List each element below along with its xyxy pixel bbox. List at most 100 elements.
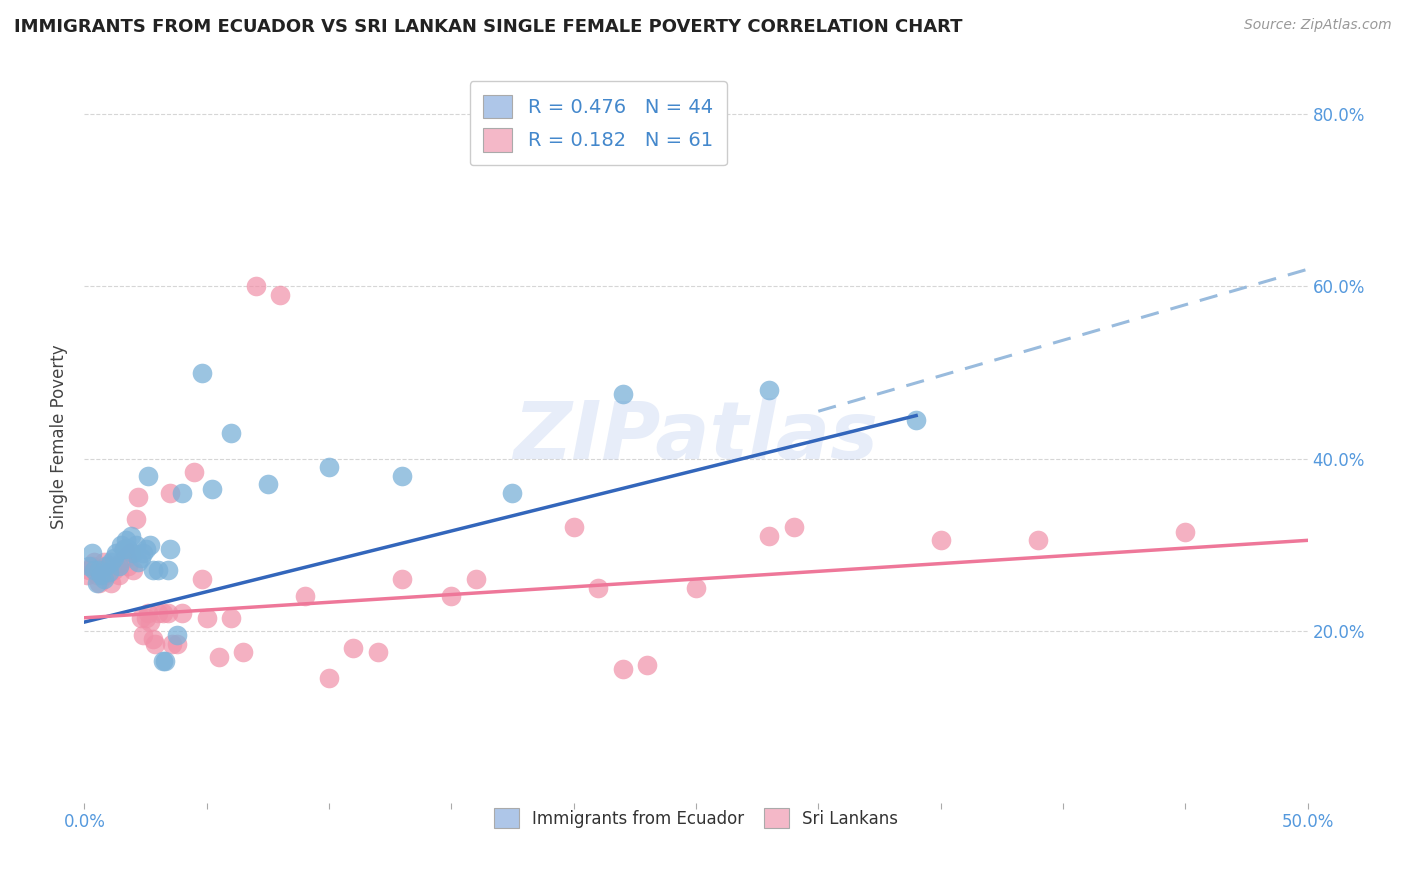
Point — [905, 413, 928, 427]
Point — [1028, 533, 1050, 548]
Point — [172, 486, 194, 500]
Point — [440, 589, 463, 603]
Point — [77, 559, 100, 574]
Point — [129, 550, 152, 565]
Point — [127, 555, 149, 569]
Point — [342, 640, 364, 655]
Point — [219, 611, 242, 625]
Point — [135, 611, 157, 625]
Point — [77, 564, 100, 578]
Point — [391, 468, 413, 483]
Point — [83, 564, 105, 578]
Point — [120, 529, 142, 543]
Point — [143, 637, 166, 651]
Point — [125, 538, 148, 552]
Point — [152, 607, 174, 621]
Point — [612, 387, 634, 401]
Point — [159, 541, 181, 556]
Point — [166, 637, 188, 651]
Point — [115, 550, 138, 565]
Point — [783, 520, 806, 534]
Point — [103, 550, 125, 565]
Point — [87, 576, 110, 591]
Point — [685, 581, 707, 595]
Point — [318, 671, 340, 685]
Point — [105, 559, 128, 574]
Text: Source: ZipAtlas.com: Source: ZipAtlas.com — [1244, 18, 1392, 32]
Point — [110, 538, 132, 552]
Point — [112, 541, 135, 556]
Point — [612, 662, 634, 676]
Point — [172, 607, 194, 621]
Point — [127, 491, 149, 505]
Point — [97, 565, 120, 579]
Point — [156, 607, 179, 621]
Point — [90, 564, 112, 578]
Point — [586, 581, 609, 595]
Point — [191, 572, 214, 586]
Point — [464, 572, 486, 586]
Point — [120, 546, 142, 560]
Point — [929, 533, 952, 548]
Point — [107, 559, 129, 574]
Point — [129, 611, 152, 625]
Point — [76, 567, 98, 582]
Point — [191, 366, 214, 380]
Point — [636, 658, 658, 673]
Legend: Immigrants from Ecuador, Sri Lankans: Immigrants from Ecuador, Sri Lankans — [484, 798, 908, 838]
Point — [139, 538, 162, 552]
Point — [103, 564, 125, 578]
Point — [117, 541, 139, 556]
Point — [86, 576, 108, 591]
Point — [166, 628, 188, 642]
Point — [96, 567, 118, 582]
Point — [257, 477, 280, 491]
Point — [562, 520, 585, 534]
Point — [93, 555, 115, 569]
Point — [183, 465, 205, 479]
Point — [367, 645, 389, 659]
Point — [142, 632, 165, 647]
Point — [107, 567, 129, 582]
Point — [146, 607, 169, 621]
Point — [142, 564, 165, 578]
Point — [100, 576, 122, 591]
Point — [159, 486, 181, 500]
Point — [153, 654, 176, 668]
Text: ZIPatlas: ZIPatlas — [513, 398, 879, 476]
Point — [87, 564, 110, 578]
Point — [195, 611, 218, 625]
Point — [96, 559, 118, 574]
Point — [146, 564, 169, 578]
Point — [117, 559, 139, 574]
Point — [125, 512, 148, 526]
Point — [83, 555, 105, 569]
Point — [110, 555, 132, 569]
Point — [758, 529, 780, 543]
Point — [80, 546, 103, 560]
Point — [758, 383, 780, 397]
Point — [502, 486, 524, 500]
Point — [122, 546, 145, 560]
Point — [200, 482, 222, 496]
Point — [162, 637, 184, 651]
Point — [115, 533, 138, 548]
Point — [100, 555, 122, 569]
Point — [97, 559, 120, 574]
Point — [136, 607, 159, 621]
Point — [132, 628, 155, 642]
Point — [245, 279, 267, 293]
Point — [112, 541, 135, 556]
Point — [105, 546, 128, 560]
Point — [391, 572, 413, 586]
Point — [269, 288, 291, 302]
Text: IMMIGRANTS FROM ECUADOR VS SRI LANKAN SINGLE FEMALE POVERTY CORRELATION CHART: IMMIGRANTS FROM ECUADOR VS SRI LANKAN SI… — [14, 18, 963, 36]
Point — [152, 654, 174, 668]
Point — [232, 645, 254, 659]
Point — [219, 425, 242, 440]
Point — [208, 649, 231, 664]
Point — [93, 572, 115, 586]
Point — [122, 564, 145, 578]
Point — [156, 564, 179, 578]
Point — [139, 615, 162, 629]
